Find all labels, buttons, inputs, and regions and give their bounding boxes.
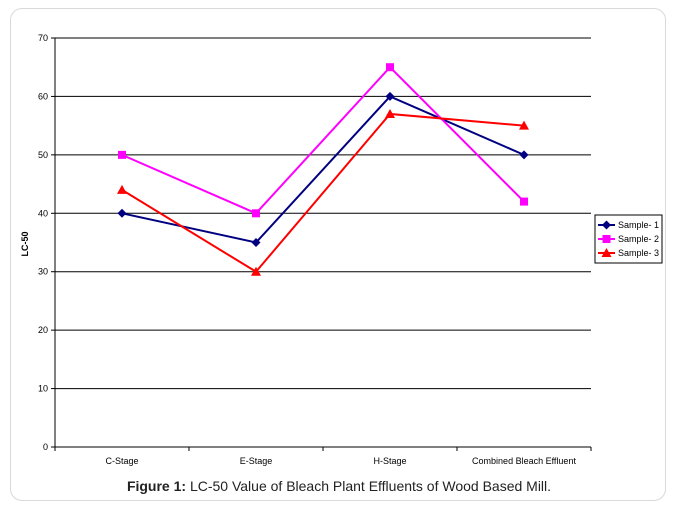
legend-marker-1 <box>602 220 611 230</box>
series-1-line <box>121 95 525 244</box>
series-1-point-0 <box>117 208 127 218</box>
series-3-line <box>121 112 525 274</box>
x-tick-label-0: C-Stage <box>105 456 138 466</box>
series-3-point-1 <box>251 266 261 276</box>
caption-label: Figure 1: <box>126 478 187 494</box>
y-tick-label-40: 40 <box>38 208 48 218</box>
legend-label-2: Sample- 2 <box>618 234 659 244</box>
x-tick-label-2: H-Stage <box>373 456 406 466</box>
series-2-point-0 <box>118 150 126 159</box>
series-2-line <box>121 65 525 215</box>
series-2-point-2 <box>386 63 394 72</box>
y-tick-label-60: 60 <box>38 91 48 101</box>
y-tick-label-30: 30 <box>38 267 48 277</box>
series-3-point-3 <box>519 120 529 130</box>
legend-label-1: Sample- 1 <box>618 220 659 230</box>
figure-frame <box>10 8 666 501</box>
figure-caption: Figure 1: LC-50 Value of Bleach Plant Ef… <box>0 478 678 494</box>
series-3-point-0 <box>117 184 127 194</box>
y-tick-label-0: 0 <box>43 442 48 452</box>
series-1 <box>117 91 529 247</box>
x-tick-labels: C-Stage E-Stage H-Stage Combined Bleach Eff… <box>105 456 576 466</box>
series-1-point-2 <box>385 91 395 101</box>
axes <box>51 37 592 451</box>
gridlines <box>55 37 591 390</box>
legend-label-3: Sample- 3 <box>618 248 659 258</box>
y-tick-labels: 0 10 20 30 40 50 60 70 <box>38 33 48 452</box>
series-2-point-1 <box>252 209 260 218</box>
legend: Sample- 1 Sample- 2 Sample- 3 <box>594 214 663 264</box>
x-tick-label-1: E-Stage <box>240 456 273 466</box>
y-tick-label-50: 50 <box>38 150 48 160</box>
legend-marker-2 <box>602 235 611 243</box>
series-2-point-3 <box>520 197 528 206</box>
series-3-point-2 <box>385 108 395 118</box>
x-tick-label-3: Combined Bleach Effluent <box>472 456 576 466</box>
legend-marker-3 <box>601 248 612 257</box>
series <box>117 63 529 276</box>
series-1-point-1 <box>251 238 261 247</box>
y-tick-label-20: 20 <box>38 325 48 335</box>
series-2 <box>118 63 528 218</box>
series-3 <box>117 108 529 276</box>
y-axis-title: LC-50 <box>20 231 30 256</box>
caption-text: LC-50 Value of Bleach Plant Effluents of… <box>186 478 552 494</box>
y-tick-label-10: 10 <box>38 384 48 394</box>
y-tick-label-70: 70 <box>38 33 48 43</box>
series-1-point-3 <box>519 150 529 160</box>
